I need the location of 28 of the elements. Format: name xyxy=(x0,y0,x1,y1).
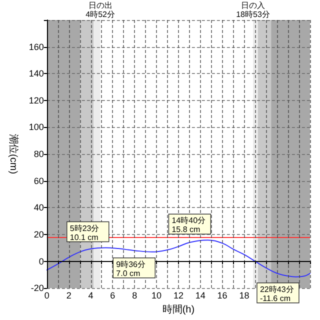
annotation: 5時23分 10.1 cm xyxy=(70,224,100,242)
line-series xyxy=(46,240,310,278)
y-tick-label: 100 xyxy=(28,122,44,132)
y-tick-label: -20 xyxy=(30,283,44,294)
annotation: 14時40分 15.8 cm xyxy=(172,216,206,234)
y-tick-label: 60 xyxy=(34,176,44,186)
annotation: 22時43分 -11.6 cm xyxy=(260,284,294,303)
x-tick-label: 4 xyxy=(88,290,94,301)
y-tick-label: 40 xyxy=(34,202,44,213)
x-tick-label: 14 xyxy=(195,290,206,301)
y-tick-label: 160 xyxy=(28,42,44,52)
x-tick-label: 18 xyxy=(239,290,250,301)
x-tick-label: 8 xyxy=(132,290,138,301)
y-tick-label: 120 xyxy=(28,95,44,106)
x-tick-label: 16 xyxy=(217,290,228,301)
x-tick-label: 2 xyxy=(66,290,72,301)
y-axis-title: 潮位(cm) xyxy=(8,134,20,174)
x-tick-label: 10 xyxy=(152,290,162,301)
x-axis-title: 時間(h) xyxy=(162,304,195,316)
y-tick-label: 20 xyxy=(34,229,44,240)
x-tick-label: 6 xyxy=(110,290,116,301)
y-tick-label: 0 xyxy=(38,256,44,266)
text: 日の出 4時52分 xyxy=(86,1,115,19)
annotation: 9時36分 7.0 cm xyxy=(116,260,146,278)
y-tick-label: 140 xyxy=(28,68,44,79)
text: 日の入 18時53分 xyxy=(236,1,270,19)
x-tick-label: 12 xyxy=(173,290,184,301)
y-tick-label: 80 xyxy=(34,149,44,160)
